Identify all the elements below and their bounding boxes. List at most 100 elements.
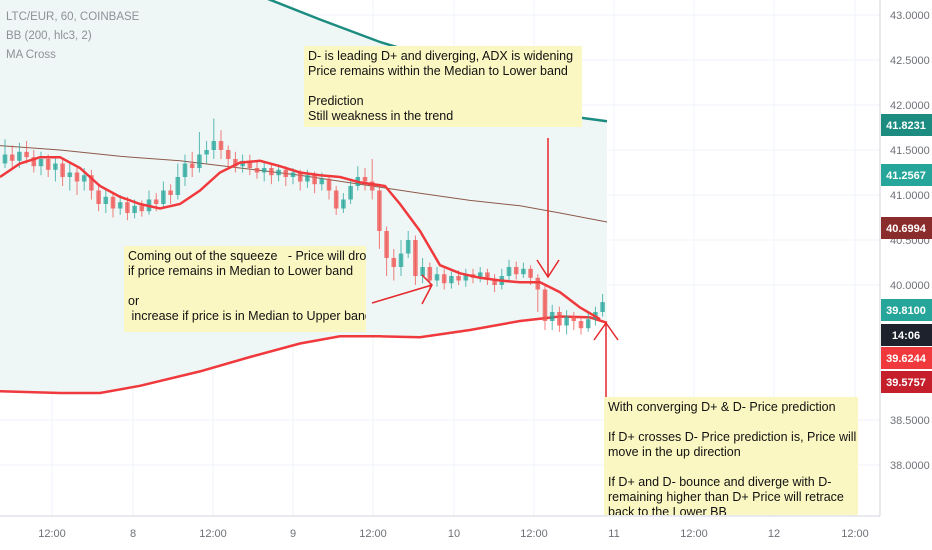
candle-body bbox=[81, 175, 87, 182]
candle bbox=[67, 163, 73, 191]
candle bbox=[362, 168, 368, 191]
arrow-head bbox=[421, 274, 433, 305]
price-tag-bg bbox=[881, 217, 932, 239]
candle bbox=[549, 304, 555, 330]
candle-body bbox=[67, 172, 73, 177]
candle-body bbox=[477, 272, 483, 278]
candle-body bbox=[17, 151, 22, 161]
candle bbox=[204, 141, 209, 164]
candle bbox=[564, 310, 569, 335]
candle bbox=[38, 151, 44, 176]
candle-body bbox=[132, 205, 137, 213]
bollinger-indicator-label[interactable]: BB (200, hlc3, 2) bbox=[6, 30, 92, 42]
candle-body bbox=[391, 258, 397, 267]
ma-cross-indicator-label[interactable]: MA Cross bbox=[6, 49, 56, 61]
candle-body bbox=[369, 181, 375, 191]
price-tick-label: 40.0000 bbox=[890, 280, 930, 292]
time-tick-label: 12:00 bbox=[38, 528, 66, 540]
candle-body bbox=[31, 157, 37, 167]
candle-body bbox=[254, 168, 260, 173]
annotation-right[interactable]: With converging D+ & D- Price prediction… bbox=[604, 397, 858, 515]
candle bbox=[369, 159, 375, 200]
price-tag-bg bbox=[881, 164, 932, 186]
candle-body bbox=[175, 177, 181, 195]
candle-body bbox=[492, 279, 497, 285]
candle-body bbox=[117, 202, 123, 209]
candle bbox=[74, 168, 80, 195]
candle-body bbox=[2, 154, 8, 164]
candle-body bbox=[225, 150, 231, 159]
moving-average-line bbox=[0, 155, 601, 321]
candle-body bbox=[384, 231, 389, 258]
candle bbox=[542, 285, 548, 330]
candle bbox=[182, 154, 188, 186]
candle-body bbox=[528, 268, 533, 278]
price-tag-label: 39.6244 bbox=[886, 353, 927, 365]
candle-body bbox=[413, 240, 418, 276]
price-tag-bg bbox=[881, 299, 932, 321]
candle bbox=[477, 267, 483, 283]
time-tick-label: 11 bbox=[608, 528, 619, 540]
candle bbox=[247, 154, 253, 176]
price-tag: 14:06 bbox=[881, 324, 932, 346]
time-tick-label: 12:00 bbox=[359, 528, 387, 540]
time-axis[interactable]: 12:00 8 12:00 9 12:00 10 12:00 11 12:00 12 12:00 bbox=[38, 528, 869, 540]
candle bbox=[117, 195, 123, 215]
annotation-arrows bbox=[371, 138, 619, 397]
candle bbox=[254, 160, 260, 179]
price-tag: 41.2567 bbox=[881, 164, 932, 186]
candle-body bbox=[571, 316, 577, 321]
candle-body bbox=[535, 277, 541, 290]
candle bbox=[31, 150, 37, 173]
candle-body bbox=[585, 319, 591, 329]
candle bbox=[413, 235, 418, 285]
price-tag-label: 14:06 bbox=[892, 330, 920, 342]
candle-body bbox=[161, 190, 166, 204]
candle bbox=[269, 163, 274, 185]
candle bbox=[434, 267, 440, 287]
candle-body bbox=[564, 316, 569, 326]
price-tick-label: 38.5000 bbox=[890, 415, 930, 427]
price-tag-label: 41.8231 bbox=[886, 120, 926, 132]
price-tag-bg bbox=[881, 371, 932, 393]
price-axis[interactable]: 43.000042.500042.000041.500041.000040.50… bbox=[890, 10, 930, 472]
candle-body bbox=[405, 240, 411, 254]
candle bbox=[233, 151, 238, 173]
candle-body bbox=[449, 276, 454, 284]
candle-body bbox=[542, 289, 548, 321]
price-tag-label: 40.6994 bbox=[886, 223, 927, 235]
price-tick-label: 41.0000 bbox=[890, 190, 930, 202]
candle bbox=[53, 157, 58, 182]
candle bbox=[557, 306, 562, 332]
candle bbox=[449, 271, 454, 289]
candle-body bbox=[434, 274, 440, 281]
annotation-top[interactable]: D- is leading D+ and diverging, ADX is w… bbox=[304, 46, 582, 127]
candle-body bbox=[456, 276, 461, 281]
candle-body bbox=[139, 205, 145, 212]
candle bbox=[189, 151, 195, 177]
candle bbox=[420, 258, 425, 284]
time-tick-label: 9 bbox=[290, 528, 296, 540]
candle bbox=[110, 193, 116, 218]
symbol-label[interactable]: LTC/EUR, 60, COINBASE bbox=[6, 11, 140, 23]
candle bbox=[9, 145, 15, 170]
candle-body bbox=[74, 172, 80, 182]
price-tag-bg bbox=[881, 324, 932, 346]
candle-body bbox=[125, 202, 130, 213]
candle bbox=[276, 164, 281, 182]
time-tick-label: 12 bbox=[768, 528, 780, 540]
annotation-left[interactable]: Coming out of the squeeze - Price will d… bbox=[124, 246, 366, 332]
arrow-head bbox=[536, 259, 560, 279]
candle bbox=[341, 193, 346, 213]
candle-body bbox=[377, 190, 382, 231]
arrow-line bbox=[371, 284, 433, 304]
candle bbox=[161, 181, 166, 209]
candle-body bbox=[211, 141, 217, 150]
candle-body bbox=[218, 141, 224, 150]
candle-body bbox=[485, 272, 490, 280]
candle-body bbox=[427, 267, 433, 281]
price-tag: 39.6244 bbox=[881, 347, 932, 369]
chart-legend: LTC/EUR, 60, COINBASE BB (200, hlc3, 2) … bbox=[6, 8, 139, 65]
candle-body bbox=[89, 175, 94, 191]
candle-body bbox=[549, 312, 555, 321]
